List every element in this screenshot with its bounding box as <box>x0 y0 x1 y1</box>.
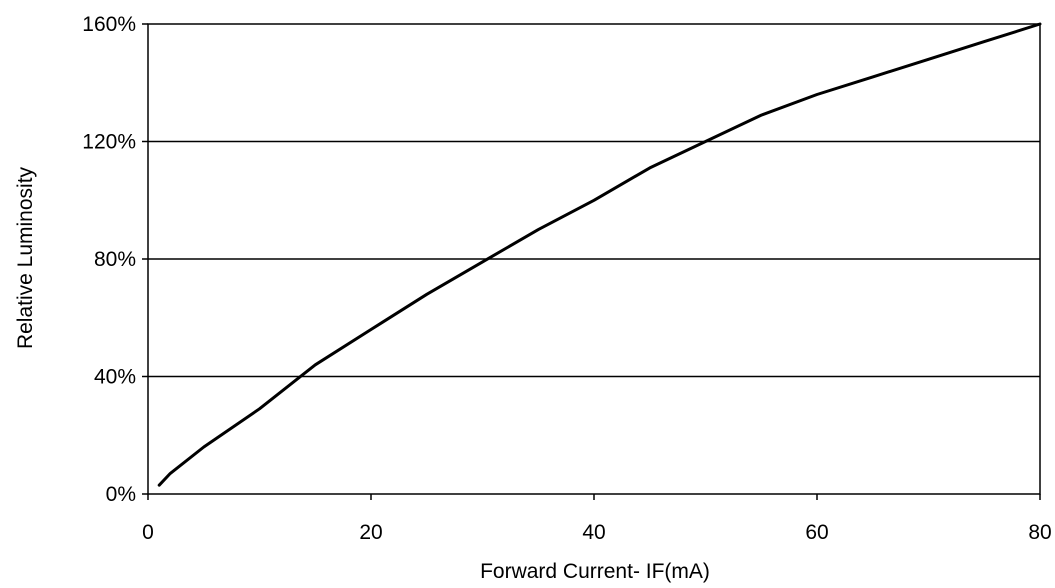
series-group <box>157 22 1042 487</box>
x-axis-ticks: 0 20 40 60 80 <box>142 494 1052 544</box>
y-tick-label: 120% <box>82 131 136 154</box>
x-tick-label: 20 <box>359 521 382 544</box>
x-axis-title: Forward Current- IF(mA) <box>480 560 710 583</box>
x-tick-label: 80 <box>1028 521 1051 544</box>
y-tick-label: 0% <box>106 483 136 506</box>
grid-lines <box>148 140 1040 378</box>
y-tick-label: 80% <box>94 248 136 271</box>
series-line <box>157 22 1042 487</box>
x-tick-label: 40 <box>582 521 605 544</box>
x-tick-label: 60 <box>805 521 828 544</box>
y-axis-ticks: 0% 40% 80% 120% 160% <box>82 13 148 506</box>
y-tick-label: 40% <box>94 366 136 389</box>
y-tick-label: 160% <box>82 13 136 36</box>
y-axis-title: Relative Luminosity <box>14 166 37 349</box>
x-tick-label: 0 <box>142 521 154 544</box>
